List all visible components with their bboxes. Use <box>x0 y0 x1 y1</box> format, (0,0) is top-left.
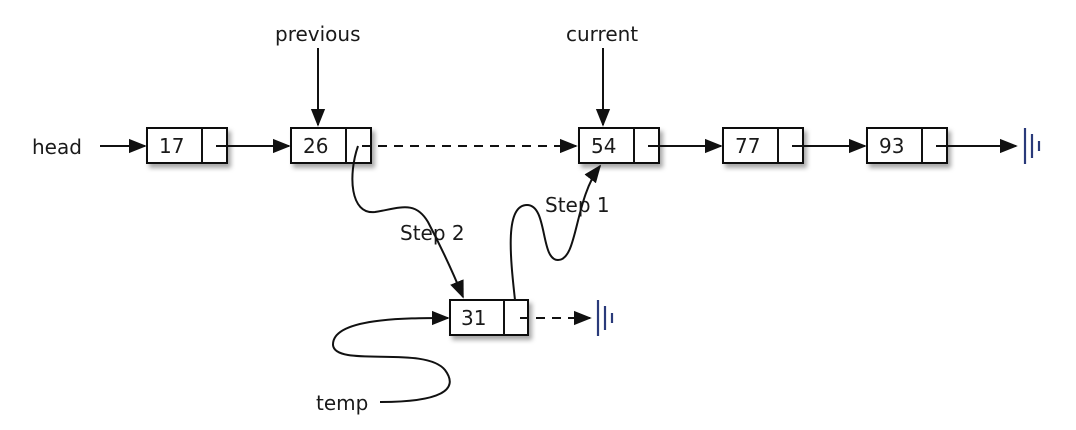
node-54: 54 <box>578 127 660 164</box>
node-77: 77 <box>722 127 804 164</box>
step-1-arrow <box>509 164 602 301</box>
current-label: current <box>566 22 638 46</box>
node-26: 26 <box>290 127 372 164</box>
node-value: 93 <box>879 134 904 158</box>
step-1-label: Step 1 <box>545 193 610 217</box>
previous-label: previous <box>275 22 361 46</box>
node-value: 31 <box>461 306 486 330</box>
node-31: 31 <box>449 299 529 336</box>
temp-pointer-arrow <box>331 310 451 403</box>
temp-label: temp <box>316 391 368 415</box>
node-value: 54 <box>591 134 616 158</box>
node-93: 93 <box>866 127 948 164</box>
node-value: 77 <box>735 134 760 158</box>
null-ground-icon <box>1023 128 1041 164</box>
step-2-label: Step 2 <box>400 221 465 245</box>
head-label: head <box>32 135 82 159</box>
null-ground-icon <box>596 300 614 336</box>
step-2-arrow <box>351 145 464 299</box>
node-value: 26 <box>303 134 328 158</box>
node-17: 17 <box>146 127 228 164</box>
node-value: 17 <box>159 134 184 158</box>
